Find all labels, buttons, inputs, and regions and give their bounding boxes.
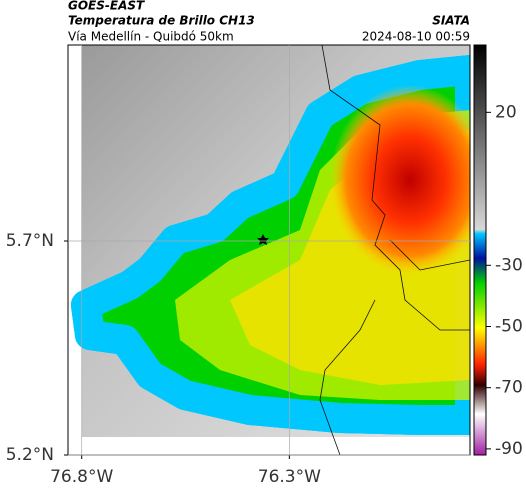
subtitle: Temperatura de Brillo CH13 xyxy=(68,14,255,28)
region: Vía Medellín - Quibdó 50km xyxy=(68,30,234,44)
source: SIATA xyxy=(432,14,470,28)
colorbar-tick-label: 20 xyxy=(495,102,517,122)
y-tick-label: 5.7°N xyxy=(6,231,54,251)
colorbar xyxy=(473,44,487,456)
title: GOES-EAST xyxy=(68,0,145,13)
y-tick-label: 5.2°N xyxy=(6,445,54,465)
location-star xyxy=(257,234,269,245)
datetime: 2024-08-10 00:59 xyxy=(362,30,470,44)
x-tick-label: 76.3°W xyxy=(258,467,321,487)
colorbar-tick-label: -70 xyxy=(495,378,523,398)
colorbar-tick-label: -90 xyxy=(495,439,523,459)
colorbar-tick-label: -50 xyxy=(495,316,523,336)
colorbar-tick-label: -30 xyxy=(495,255,523,275)
map-image xyxy=(71,45,470,455)
x-tick-label: 76.8°W xyxy=(50,467,113,487)
